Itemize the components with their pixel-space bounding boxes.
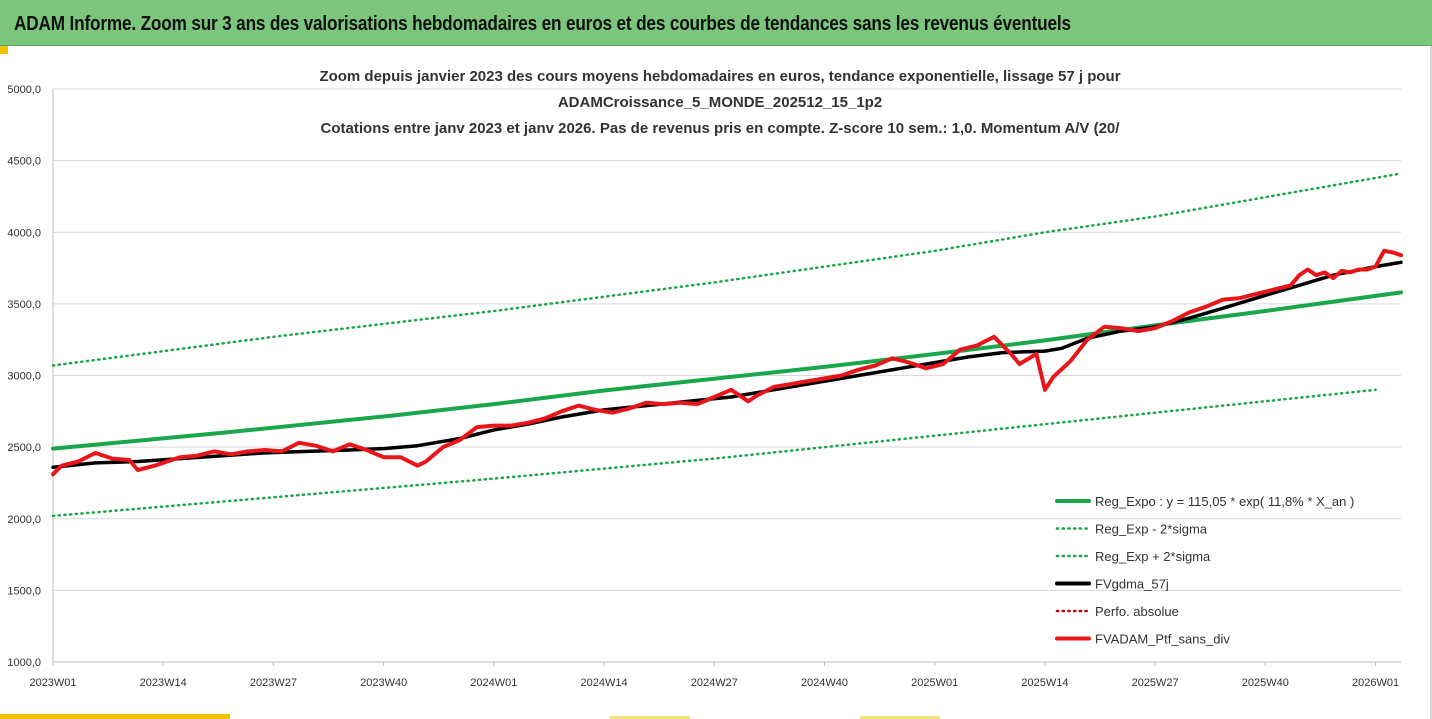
y-tick-label: 5000,0 [7, 84, 41, 96]
x-tick-label: 2025W14 [1021, 677, 1068, 689]
legend-label: FVADAM_Ptf_sans_div [1095, 632, 1230, 647]
report-title: ADAM Informe. Zoom sur 3 ans des valoris… [14, 13, 1071, 35]
x-tick-label: 2024W27 [691, 677, 738, 689]
series-line-reg-expo [51, 290, 1403, 451]
y-tick-label: 3500,0 [7, 299, 41, 311]
y-tick-label: 2500,0 [7, 442, 41, 454]
frame-edge [1430, 46, 1432, 719]
series-line-reg-exp-2-sigma [51, 172, 1403, 367]
y-tick-label: 1500,0 [7, 585, 41, 597]
chart-title-line: Zoom depuis janvier 2023 des cours moyen… [319, 68, 1120, 85]
series-line-fvadam-ptf-sans-div [51, 248, 1403, 477]
chart-title-line: Cotations entre janv 2023 et janv 2026. … [321, 120, 1121, 137]
x-tick-label: 2023W01 [29, 677, 76, 689]
accent-bottom-mid [610, 716, 690, 719]
x-tick-label: 2026W01 [1352, 677, 1399, 689]
accent-bottom-right [860, 716, 940, 719]
series-line-reg-exp-2-sigma [51, 388, 1377, 518]
y-tick-label: 4500,0 [7, 156, 41, 168]
x-tick-label: 2025W40 [1242, 677, 1289, 689]
accent-corner [0, 46, 8, 54]
legend-label: Reg_Expo : y = 115,05 * exp( 11,8% * X_a… [1095, 494, 1354, 509]
x-tick-label: 2024W01 [470, 677, 517, 689]
legend-label: Reg_Exp + 2*sigma [1095, 549, 1211, 564]
x-tick-label: 2023W14 [140, 677, 187, 689]
legend-label: Perfo. absolue [1095, 604, 1179, 619]
x-tick-label: 2024W14 [581, 677, 628, 689]
report-header: ADAM Informe. Zoom sur 3 ans des valoris… [0, 0, 1432, 46]
legend-label: Reg_Exp - 2*sigma [1095, 522, 1208, 537]
legend-label: FVgdma_57j [1095, 577, 1169, 592]
accent-bottom-left [0, 714, 230, 719]
x-tick-label: 2023W40 [360, 677, 407, 689]
chart-title-line: ADAMCroissance_5_MONDE_202512_15_1p2 [558, 94, 882, 111]
y-tick-label: 3000,0 [7, 371, 41, 383]
y-tick-label: 2000,0 [7, 514, 41, 526]
y-tick-label: 1000,0 [7, 657, 41, 669]
chart-area: 1000,0 1500,0 2000,0 2500,0 3000,0 3500,0 4000… [7, 68, 1403, 689]
series-line-fvgdma-57j [51, 260, 1403, 469]
x-tick-label: 2023W27 [250, 677, 297, 689]
x-tick-label: 2025W27 [1132, 677, 1179, 689]
x-tick-label: 2025W01 [911, 677, 958, 689]
y-tick-label: 4000,0 [7, 227, 41, 239]
x-tick-label: 2024W40 [801, 677, 848, 689]
